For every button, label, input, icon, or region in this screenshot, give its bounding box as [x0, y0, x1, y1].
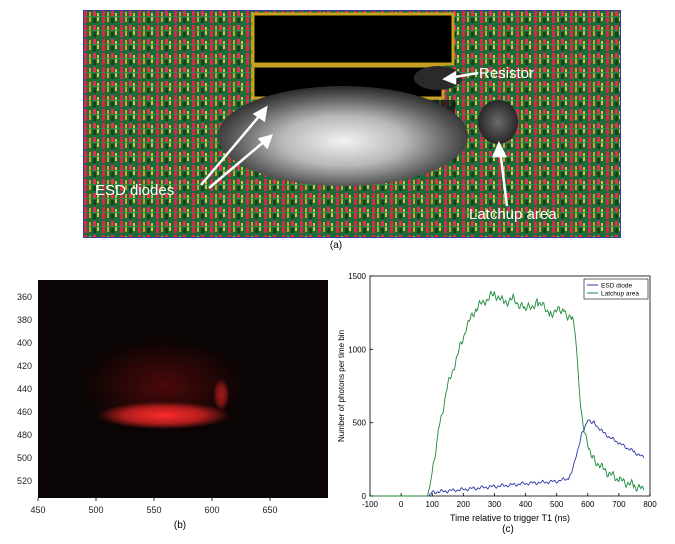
emission-tail: [213, 378, 230, 411]
esd-diode-emission: [218, 86, 468, 186]
y-tick-label-b: 360: [17, 292, 32, 302]
latchup-emission: [478, 100, 518, 144]
x-tick-label-c: -100: [362, 500, 379, 509]
y-axis-label: Number of photons per time bin: [337, 330, 346, 442]
x-tick-label-b: 600: [204, 505, 219, 515]
x-tick-label-c: 200: [457, 500, 471, 509]
plot-frame: [369, 275, 651, 497]
latchup-area-label: Latchup area: [469, 206, 557, 223]
legend-label: ESD diode: [601, 283, 632, 290]
panel-b-emission-map: 450 500 550 600 650 360 380 400 420 440 460 480 500 5…: [0, 268, 330, 544]
esd-diodes-label: ESD diodes: [95, 182, 174, 199]
x-tick-label-c: 100: [426, 500, 440, 509]
x-tick-label-c: 300: [488, 500, 502, 509]
y-tick-label-b: 440: [17, 384, 32, 394]
y-tick-label-c: 500: [353, 419, 367, 428]
y-tick-label-b: 460: [17, 407, 32, 417]
y-tick-label-b: 480: [17, 430, 32, 440]
caption-a: (a): [329, 240, 343, 251]
resistor-label: Resistor: [479, 65, 534, 82]
x-tick-label-c: 0: [399, 500, 404, 509]
x-tick-label-b: 550: [146, 505, 161, 515]
y-tick-label-b: 500: [17, 453, 32, 463]
y-tick-label-b: 520: [17, 476, 32, 486]
y-tick-label-c: 1500: [348, 272, 366, 281]
x-tick-label-c: 600: [581, 500, 595, 509]
emission-band: [96, 401, 231, 430]
x-axis-label: Time relative to trigger T1 (ns): [450, 513, 570, 523]
x-tick-label-b: 450: [30, 505, 45, 515]
legend-label: Latchup area: [601, 291, 639, 298]
annotation-arrows: [200, 70, 509, 207]
y-tick-label-c: 0: [362, 492, 367, 501]
y-tick-label-b: 420: [17, 361, 32, 371]
y-tick-label-c: 1000: [348, 345, 366, 354]
x-tick-label-c: 500: [550, 500, 564, 509]
y-tick-label-b: 380: [17, 315, 32, 325]
y-tick-label-b: 400: [17, 338, 32, 348]
x-tick-label-c: 700: [612, 500, 626, 509]
x-tick-label-c: 400: [519, 500, 533, 509]
panel-a-layout-image: Resistor ESD diodes Latchup area: [82, 9, 622, 239]
legend-box: [583, 278, 649, 300]
layout-emission-image: Resistor ESD diodes Latchup area: [82, 9, 622, 239]
caption-b: (b): [173, 520, 187, 531]
emission-map-chart: 450 500 550 600 650 360 380 400 420 440 460 480 500 5…: [17, 280, 328, 515]
panel-c-photon-histogram: -100 0 100 200 300 400 500 600 700 800 0 500 1000 150…: [330, 266, 675, 544]
x-tick-label-b: 500: [88, 505, 103, 515]
x-tick-label-b: 650: [262, 505, 277, 515]
series-line-latchup-area: [370, 290, 645, 497]
x-tick-label-c: 800: [643, 500, 657, 509]
photon-timing-chart: -100 0 100 200 300 400 500 600 700 80005001000150…: [337, 272, 657, 523]
caption-c: (c): [502, 524, 514, 535]
